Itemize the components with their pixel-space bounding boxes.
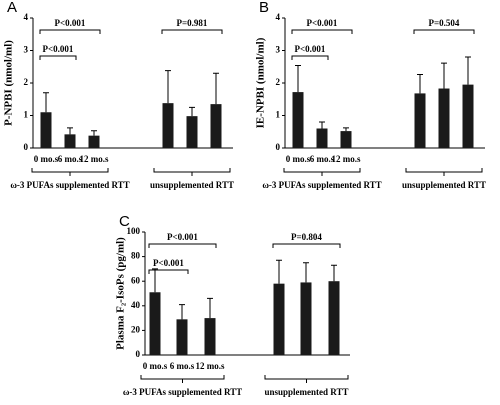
bar bbox=[204, 318, 216, 355]
significance-label: P<0.001 bbox=[55, 18, 86, 28]
y-tick-label: 4 bbox=[24, 12, 29, 22]
y-axis-label: IE-NPBI (nmol/ml) bbox=[255, 37, 267, 128]
significance-label: P<0.001 bbox=[307, 18, 338, 28]
group-label: ω-3 PUFAs supplemented RTT bbox=[262, 180, 381, 190]
y-tick-label: 0 bbox=[24, 142, 29, 152]
x-tick-label: 6 mo.s bbox=[310, 154, 335, 164]
x-tick-label: 12 mo.s bbox=[196, 361, 225, 371]
error-bar bbox=[43, 92, 49, 113]
y-tick-label: 0 bbox=[136, 349, 141, 359]
significance-bracket bbox=[39, 29, 101, 34]
bar bbox=[328, 281, 340, 355]
significance-bracket bbox=[272, 243, 341, 248]
group-label: unsupplemented RTT bbox=[265, 387, 349, 397]
significance-label: P<0.001 bbox=[43, 44, 74, 54]
error-bar bbox=[331, 264, 337, 282]
x-tick-label: 12 mo.s bbox=[332, 154, 361, 164]
group-label: unsupplemented RTT bbox=[150, 180, 234, 190]
y-axis-label: P-NPBI (nmol/ml) bbox=[3, 40, 15, 126]
significance-bracket bbox=[161, 29, 223, 34]
panel-label: A bbox=[7, 0, 17, 16]
error-bar bbox=[295, 64, 301, 93]
error-bar bbox=[417, 74, 423, 94]
x-tick-label: 6 mo.s bbox=[58, 154, 83, 164]
error-bar bbox=[343, 127, 349, 132]
x-tick-label: 0 mo.s bbox=[286, 154, 311, 164]
y-tick-label: 1 bbox=[276, 110, 281, 120]
bar bbox=[292, 92, 304, 148]
error-bar bbox=[152, 268, 158, 293]
y-tick-label: 80 bbox=[131, 251, 141, 261]
significance-label: P<0.001 bbox=[295, 44, 326, 54]
significance-label: P<0.001 bbox=[153, 258, 184, 268]
y-tick-label: 100 bbox=[127, 226, 141, 236]
bar bbox=[210, 104, 222, 148]
error-bar bbox=[189, 106, 195, 117]
bar bbox=[186, 116, 198, 148]
y-tick-label: 2 bbox=[24, 77, 29, 87]
error-bar bbox=[303, 262, 309, 283]
error-bar bbox=[165, 70, 171, 104]
group-label: ω-3 PUFAs supplemented RTT bbox=[123, 387, 242, 397]
x-tick-label: 12 mo.s bbox=[80, 154, 109, 164]
bar bbox=[414, 93, 426, 148]
bar bbox=[40, 112, 52, 148]
error-bar bbox=[91, 130, 97, 136]
error-bar bbox=[319, 121, 325, 129]
group-bracket bbox=[283, 168, 361, 176]
bar bbox=[438, 88, 450, 148]
significance-bracket bbox=[148, 243, 217, 248]
error-bar bbox=[276, 259, 282, 284]
group-bracket bbox=[153, 168, 231, 176]
significance-label: P=0.981 bbox=[177, 18, 208, 28]
x-tick-label: 0 mo.s bbox=[34, 154, 59, 164]
y-axis-label: Plasma F₂-IsoPs (pg/ml) bbox=[115, 237, 127, 350]
bar bbox=[176, 319, 188, 355]
group-label: unsupplemented RTT bbox=[402, 180, 486, 190]
significance-bracket bbox=[39, 55, 77, 60]
y-tick-label: 20 bbox=[131, 324, 141, 334]
error-bar bbox=[465, 56, 471, 85]
y-tick-label: 40 bbox=[131, 300, 141, 310]
error-bar bbox=[441, 62, 447, 89]
error-bar bbox=[67, 127, 73, 135]
bar bbox=[316, 128, 328, 148]
error-bar bbox=[207, 297, 213, 319]
x-tick-label: 6 mo.s bbox=[170, 361, 195, 371]
significance-label: P<0.001 bbox=[167, 232, 198, 242]
bar bbox=[64, 134, 76, 148]
significance-bracket bbox=[148, 269, 189, 274]
significance-bracket bbox=[291, 29, 353, 34]
y-tick-label: 60 bbox=[131, 275, 141, 285]
y-tick-label: 3 bbox=[276, 45, 281, 55]
group-bracket bbox=[31, 168, 109, 176]
bar bbox=[462, 84, 474, 148]
significance-label: P=0.504 bbox=[429, 18, 460, 28]
group-bracket bbox=[140, 375, 225, 383]
group-bracket bbox=[405, 168, 483, 176]
bar bbox=[300, 282, 312, 355]
bar bbox=[88, 135, 100, 148]
bar bbox=[340, 131, 352, 148]
group-bracket bbox=[264, 375, 349, 383]
error-bar bbox=[213, 72, 219, 105]
panel-label: C bbox=[119, 213, 130, 230]
bar bbox=[149, 292, 161, 355]
bar bbox=[273, 283, 285, 355]
significance-bracket bbox=[413, 29, 475, 34]
x-tick-label: 0 mo.s bbox=[143, 361, 168, 371]
y-tick-label: 2 bbox=[276, 77, 281, 87]
bar bbox=[162, 103, 174, 148]
error-bar bbox=[179, 304, 185, 320]
significance-label: P=0.804 bbox=[291, 232, 322, 242]
group-label: ω-3 PUFAs supplemented RTT bbox=[10, 180, 129, 190]
y-tick-label: 4 bbox=[276, 12, 281, 22]
y-tick-label: 3 bbox=[24, 45, 29, 55]
y-tick-label: 1 bbox=[24, 110, 29, 120]
significance-bracket bbox=[291, 55, 329, 60]
y-tick-label: 0 bbox=[276, 142, 281, 152]
panel-label: B bbox=[259, 0, 269, 16]
